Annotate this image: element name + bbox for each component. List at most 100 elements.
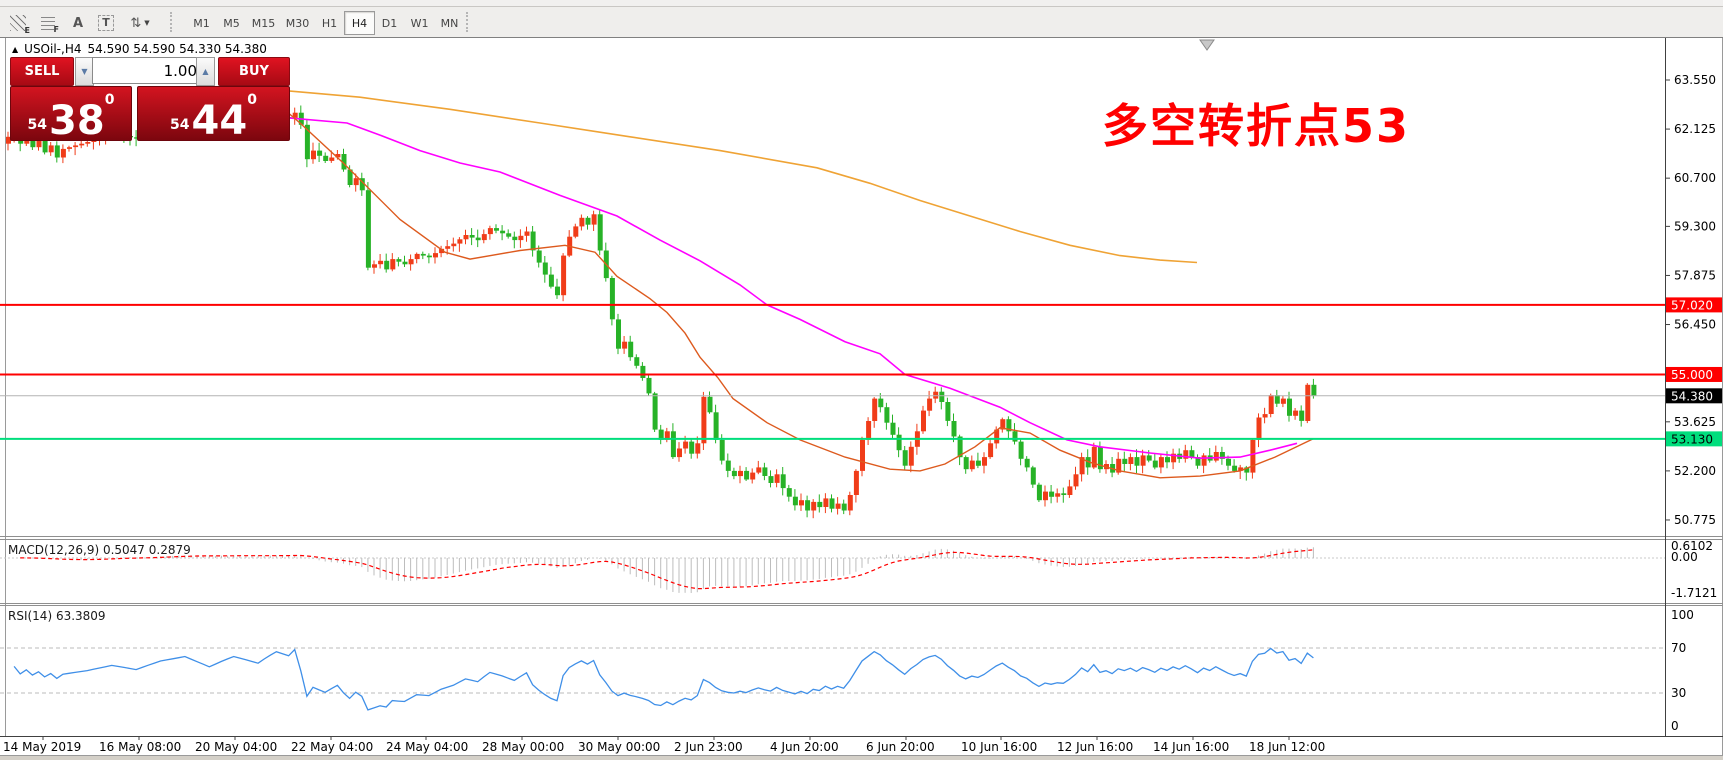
buy-price-box[interactable]: 54 44 0 bbox=[137, 86, 290, 141]
sell-price-small: 54 bbox=[27, 117, 48, 133]
timeframe-button-w1[interactable]: W1 bbox=[410, 16, 429, 30]
macd-panel bbox=[20, 547, 1314, 593]
buy-price-small: 54 bbox=[170, 117, 190, 133]
collapse-triangle-icon[interactable]: ▲ bbox=[12, 44, 19, 54]
timeframe-button-m5[interactable]: M5 bbox=[223, 16, 240, 30]
horizontal-lines-layer bbox=[0, 303, 1665, 440]
timeframe-button-m1[interactable]: M1 bbox=[193, 16, 210, 30]
chart-ohlc-label: 54.590 54.590 54.330 54.380 bbox=[87, 42, 267, 56]
rsi-axis-label: 30 bbox=[1671, 686, 1686, 700]
timeframe-button-h4[interactable]: H4 bbox=[344, 11, 375, 35]
price-axis-label: 60.700 bbox=[1674, 171, 1716, 185]
rsi-label: RSI(14) 63.3809 bbox=[8, 609, 106, 623]
toolbar-separator bbox=[170, 12, 175, 32]
date-axis-label: 28 May 00:00 bbox=[482, 740, 564, 754]
timeframe-button-m15[interactable]: M15 bbox=[251, 16, 276, 30]
equidistant-channel-icon: E bbox=[10, 15, 30, 35]
chart-annotation-text: 多空转折点53 bbox=[1102, 99, 1411, 153]
sell-price-box[interactable]: 54 38 0 bbox=[10, 86, 132, 141]
date-axis-label: 12 Jun 16:00 bbox=[1057, 740, 1133, 754]
date-axis-label: 4 Jun 20:00 bbox=[770, 740, 839, 754]
price-badge-55.000 bbox=[1666, 366, 1722, 382]
arrows-icon: ⇅ bbox=[130, 15, 142, 31]
price-axis-label: 59.300 bbox=[1674, 219, 1716, 233]
panel-borders bbox=[0, 37, 1723, 755]
equidistant-channel-tool-button[interactable]: E bbox=[4, 10, 32, 36]
date-axis-label: 22 May 04:00 bbox=[291, 740, 373, 754]
price-badge-label: 55.000 bbox=[1671, 368, 1713, 382]
buy-price-big: 44 bbox=[191, 98, 248, 145]
macd-signal-line bbox=[20, 549, 1314, 590]
rsi-panel bbox=[13, 647, 1314, 711]
macd-label: MACD(12,26,9) 0.5047 0.2879 bbox=[8, 543, 191, 557]
chart-symbol-label: USOil-,H4 bbox=[24, 42, 82, 56]
timeframe-button-h1[interactable]: H1 bbox=[321, 16, 338, 30]
ma-mid-line bbox=[288, 117, 1298, 460]
price-axis-label: 53.625 bbox=[1674, 415, 1716, 429]
macd-axis-label: 0.6102 bbox=[1671, 539, 1713, 553]
price-axis-label: 50.775 bbox=[1674, 513, 1716, 527]
date-axis-label: 30 May 00:00 bbox=[578, 740, 660, 754]
price-axis-label: 62.125 bbox=[1674, 122, 1716, 136]
dropdown-caret-icon: ▼ bbox=[144, 19, 150, 27]
date-axis-label: 14 Jun 16:00 bbox=[1153, 740, 1229, 754]
chevron-down-icon: ▼ bbox=[81, 67, 88, 76]
timeframe-button-mn[interactable]: MN bbox=[440, 16, 459, 30]
chart-shift-marker-icon[interactable] bbox=[1199, 39, 1215, 51]
price-axis: 63.550 62.125 60.700 59.300 57.875 56.450 53.6… bbox=[1666, 73, 1722, 733]
volume-increase-button[interactable]: ▲ bbox=[196, 57, 215, 86]
rsi-axis-label: 70 bbox=[1671, 641, 1686, 655]
text-tool-button[interactable]: A bbox=[64, 10, 92, 36]
price-axis-label: 63.550 bbox=[1674, 73, 1716, 87]
ma-fast-line bbox=[269, 96, 1314, 479]
fibonacci-icon: F bbox=[41, 16, 59, 34]
moving-averages-layer bbox=[269, 88, 1314, 479]
toolbar: E F A T ⇅ ▼ M1 M5 M15 M30 H1 H4 D1 W1 MN bbox=[0, 7, 1723, 38]
price-axis-label: 56.450 bbox=[1674, 318, 1716, 332]
price-badge-54.380 bbox=[1666, 388, 1722, 404]
price-badge-label: 53.130 bbox=[1671, 432, 1713, 446]
arrows-tool-button[interactable]: ⇅ ▼ bbox=[122, 10, 158, 36]
date-axis-label: 18 Jun 12:00 bbox=[1249, 740, 1325, 754]
price-badge-57.020 bbox=[1666, 297, 1722, 313]
date-axis-label: 24 May 04:00 bbox=[386, 740, 468, 754]
rsi-axis-label: 100 bbox=[1671, 608, 1694, 622]
price-axis-label: 57.875 bbox=[1674, 268, 1716, 282]
rsi-line bbox=[13, 647, 1314, 711]
toolbar-separator bbox=[466, 12, 471, 32]
date-axis-label: 2 Jun 23:00 bbox=[674, 740, 743, 754]
date-axis-label: 10 Jun 16:00 bbox=[961, 740, 1037, 754]
price-axis-label: 52.200 bbox=[1674, 464, 1716, 478]
timeframe-button-m30[interactable]: M30 bbox=[285, 16, 310, 30]
text-label-tool-button[interactable]: T bbox=[92, 10, 120, 36]
text-label-icon: T bbox=[98, 15, 114, 31]
buy-button[interactable]: BUY bbox=[218, 57, 290, 86]
volume-input[interactable] bbox=[92, 57, 206, 84]
chart-title: ▲ USOil-,H4 54.590 54.590 54.330 54.380 bbox=[12, 42, 267, 56]
one-click-trading-panel: SELL ▼ ▲ BUY 54 38 0 54 44 0 bbox=[8, 55, 290, 141]
date-axis-label: 16 May 08:00 bbox=[99, 740, 181, 754]
candles-layer bbox=[6, 105, 1317, 519]
sell-price-sup: 0 bbox=[104, 92, 115, 108]
window-top-strip bbox=[0, 0, 1723, 7]
sell-price-big: 38 bbox=[49, 98, 105, 145]
price-badge-label: 54.380 bbox=[1671, 389, 1713, 403]
ma-slow-line bbox=[269, 88, 1198, 264]
sell-button[interactable]: SELL bbox=[10, 57, 74, 86]
macd-axis-label: 0.00 bbox=[1671, 550, 1698, 564]
price-badge-label: 57.020 bbox=[1671, 298, 1713, 312]
fibonacci-tool-button[interactable]: F bbox=[34, 10, 62, 36]
buy-price-sup: 0 bbox=[247, 92, 257, 108]
price-badge-53.130 bbox=[1666, 431, 1722, 447]
date-axis-label: 6 Jun 20:00 bbox=[866, 740, 935, 754]
macd-axis-label: -1.7121 bbox=[1671, 586, 1717, 600]
date-axis: 14 May 2019 16 May 08:00 20 May 04:00 22 Ma… bbox=[3, 740, 1325, 754]
rsi-axis-label: 0 bbox=[1671, 719, 1679, 733]
window-bottom-strip bbox=[0, 755, 1723, 760]
timeframe-button-d1[interactable]: D1 bbox=[381, 16, 398, 30]
chevron-up-icon: ▲ bbox=[202, 67, 209, 76]
date-axis-label: 14 May 2019 bbox=[3, 740, 81, 754]
chart-window bbox=[0, 38, 1723, 755]
